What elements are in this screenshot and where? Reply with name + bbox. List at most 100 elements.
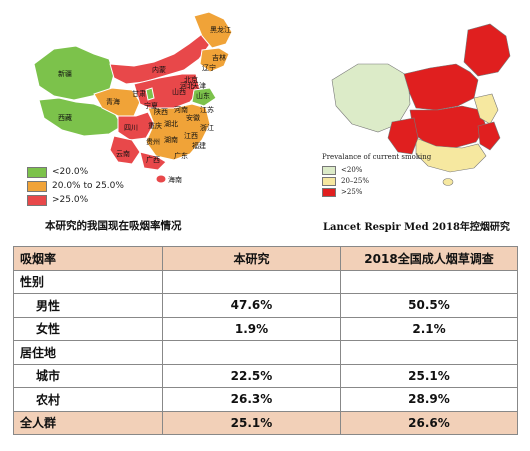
label-hunan: 湖南 [164, 135, 178, 144]
right-region-north [403, 63, 479, 111]
region-heilongjiang [193, 11, 233, 49]
label-jiangxi: 江西 [184, 132, 198, 140]
cell-study: 26.3% [162, 387, 341, 412]
label-sichuan: 四川 [124, 124, 138, 132]
label-liaoning: 辽宁 [202, 63, 216, 72]
cell-survey: 2.1% [340, 316, 518, 341]
label-shanxi: 山西 [172, 87, 186, 96]
right-legend-label-high: >25% [341, 188, 363, 196]
label-guizhou: 贵州 [146, 137, 160, 146]
smoking-rate-table: 吸烟率 本研究 2018全国成人烟草调查 性别 男性 47.6% 50.5% 女… [13, 246, 518, 435]
region-hainan [155, 174, 167, 184]
row-label-rural: 农村 [13, 387, 163, 412]
right-region-northeast [463, 23, 511, 77]
label-zhejiang: 浙江 [200, 123, 214, 132]
table-row: 农村 26.3% 28.9% [13, 387, 518, 412]
cell-survey [340, 269, 518, 294]
legend-swatch-low [27, 166, 47, 178]
legend-item-low: <20.0% [27, 165, 124, 179]
table-row: 城市 22.5% 25.1% [13, 363, 518, 388]
legend-item-mid: 20.0% to 25.0% [27, 179, 124, 193]
region-yunnan [109, 135, 141, 165]
label-hubei: 湖北 [164, 119, 178, 128]
cell-study: 22.5% [162, 363, 341, 388]
right-region-east-yellow [473, 93, 499, 125]
label-ningxia: 宁夏 [144, 101, 158, 110]
right-legend-swatch-low [322, 166, 336, 175]
cell-survey: 28.9% [340, 387, 518, 412]
label-shaanxi: 陕西 [154, 107, 168, 116]
label-hebei: 河北 [180, 82, 194, 90]
region-ningxia [145, 87, 155, 101]
right-region-south [415, 137, 487, 173]
right-legend-item-mid: 20–25% [322, 176, 431, 187]
right-legend-item-high: >25% [322, 187, 431, 198]
right-region-hainan [442, 178, 454, 186]
right-legend-label-low: <20% [341, 166, 363, 174]
row-label-total: 全人群 [13, 410, 163, 435]
right-legend-swatch-mid [322, 177, 336, 186]
right-legend-title: Prevalance of current smoking [322, 153, 432, 161]
cell-study [162, 340, 341, 365]
table-row: 女性 1.9% 2.1% [13, 316, 518, 341]
table-row-total: 全人群 25.1% 26.6% [13, 410, 518, 435]
label-henan: 河南 [174, 105, 188, 114]
row-label-residence: 居住地 [13, 340, 163, 365]
right-legend-item-low: <20% [322, 165, 431, 176]
legend-swatch-mid [27, 180, 47, 192]
cell-survey [340, 340, 518, 365]
right-region-southeast [477, 121, 501, 151]
cell-study: 1.9% [162, 316, 341, 341]
row-label-female: 女性 [13, 316, 163, 341]
table-header-row: 吸烟率 本研究 2018全国成人烟草调查 [13, 246, 518, 271]
region-sichuan [117, 111, 155, 141]
label-beijing: 北京 [184, 75, 198, 84]
header-rate: 吸烟率 [13, 246, 163, 271]
right-legend-label-mid: 20–25% [341, 177, 369, 185]
cell-study: 47.6% [162, 293, 341, 318]
region-guangxi [139, 151, 167, 171]
label-tianjin: 天津 [192, 82, 206, 90]
legend-item-high: >25.0% [27, 193, 124, 207]
region-qinghai [93, 87, 141, 117]
legend-swatch-high [27, 194, 47, 206]
label-anhui: 安徽 [186, 113, 200, 122]
header-2018-survey: 2018全国成人烟草调查 [340, 246, 518, 271]
label-jilin: 吉林 [212, 53, 226, 62]
label-shandong: 山东 [196, 91, 210, 100]
row-label-sex: 性别 [13, 269, 163, 294]
legend-label-high: >25.0% [52, 195, 89, 205]
region-jilin-liaoning [199, 47, 230, 73]
label-hainan: 海南 [168, 175, 182, 184]
label-neimeng: 内蒙 [152, 65, 166, 74]
row-label-urban: 城市 [13, 363, 163, 388]
label-jiangsu: 江苏 [200, 105, 214, 114]
region-xinjiang [33, 45, 115, 101]
table-row: 性别 [13, 269, 518, 294]
cell-survey: 50.5% [340, 293, 518, 318]
right-region-southwest [387, 117, 419, 155]
label-gansu: 甘肃 [132, 89, 146, 98]
label-chongqing: 重庆 [148, 121, 162, 130]
left-map-caption: 本研究的我国现在吸烟率情况 [45, 220, 182, 232]
cell-survey: 25.1% [340, 363, 518, 388]
label-guangxi: 广西 [146, 155, 160, 164]
table-row: 男性 47.6% 50.5% [13, 293, 518, 318]
china-smoking-map-lancet [331, 23, 511, 186]
china-smoking-map-study: 黑龙江 吉林 辽宁 内蒙 新疆 西藏 青海 甘肃 宁夏 四川 云南 贵州 广西 … [33, 11, 233, 184]
table-row: 居住地 [13, 340, 518, 365]
cell-survey: 26.6% [340, 410, 518, 435]
label-qinghai: 青海 [106, 97, 120, 106]
label-fujian: 福建 [192, 141, 206, 150]
header-this-study: 本研究 [162, 246, 341, 271]
label-yunnan: 云南 [116, 149, 130, 158]
label-xinjiang: 新疆 [58, 69, 72, 78]
left-map-legend: <20.0% 20.0% to 25.0% >25.0% [27, 165, 124, 207]
label-heilongjiang: 黑龙江 [210, 25, 231, 34]
right-legend-swatch-high [322, 188, 336, 197]
right-map-caption: Lancet Respir Med 2018年控烟研究 [323, 222, 510, 233]
region-shandong [191, 87, 217, 107]
row-label-male: 男性 [13, 293, 163, 318]
legend-label-low: <20.0% [52, 167, 89, 177]
label-xizang: 西藏 [58, 113, 72, 122]
